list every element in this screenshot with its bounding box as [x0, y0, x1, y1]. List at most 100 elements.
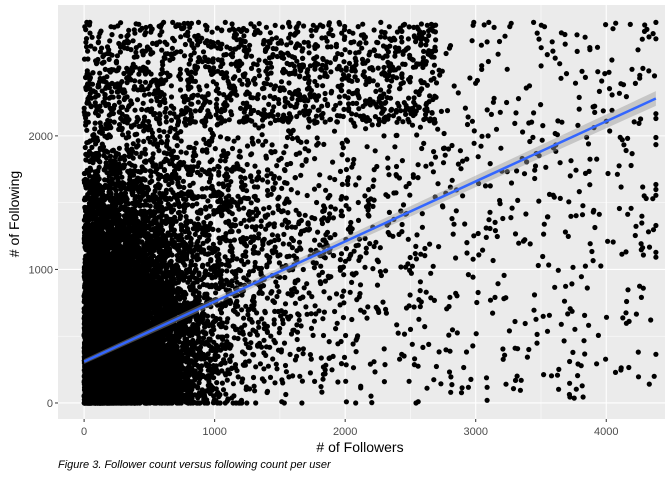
data-point — [371, 27, 377, 33]
data-point — [548, 373, 555, 379]
data-point — [296, 317, 302, 323]
data-point — [92, 126, 98, 132]
data-point — [308, 356, 314, 362]
data-point — [412, 356, 418, 362]
data-point — [549, 39, 555, 45]
data-point — [295, 87, 301, 93]
data-point — [411, 304, 417, 310]
data-point — [554, 372, 561, 378]
data-point — [424, 385, 430, 391]
data-point — [538, 45, 544, 51]
data-point — [320, 332, 327, 339]
data-point — [320, 371, 326, 377]
data-point — [419, 145, 425, 152]
data-point — [606, 86, 613, 92]
data-point — [470, 256, 476, 262]
data-point — [309, 294, 315, 300]
data-point — [164, 133, 171, 139]
data-point — [330, 32, 336, 39]
data-point — [582, 74, 589, 80]
data-point — [345, 181, 351, 187]
data-point — [81, 105, 87, 111]
data-point — [555, 267, 561, 273]
data-point — [639, 213, 645, 219]
data-point — [343, 399, 349, 405]
data-point — [422, 253, 428, 259]
data-point — [298, 172, 304, 178]
data-point — [582, 34, 588, 40]
data-point — [227, 238, 233, 244]
data-point — [340, 145, 346, 151]
data-point — [139, 150, 145, 156]
data-point — [267, 120, 274, 126]
data-point — [142, 79, 149, 85]
data-point — [550, 48, 556, 54]
data-point — [612, 369, 619, 375]
data-point — [398, 34, 404, 41]
data-point — [296, 20, 302, 26]
data-point — [568, 213, 574, 219]
data-point — [435, 181, 441, 187]
data-point — [252, 259, 258, 266]
data-point — [552, 55, 558, 61]
data-point — [369, 122, 375, 128]
data-point — [450, 231, 456, 237]
data-point — [378, 104, 384, 110]
data-point — [350, 341, 356, 347]
data-point — [337, 100, 343, 106]
data-point — [235, 311, 241, 317]
data-point — [238, 105, 244, 111]
data-point — [352, 55, 358, 62]
data-point — [294, 322, 300, 328]
data-point — [346, 256, 352, 262]
data-point — [187, 24, 193, 30]
data-point — [534, 340, 540, 346]
data-point — [422, 245, 428, 252]
data-point — [284, 219, 290, 226]
data-point — [213, 101, 219, 107]
data-point — [479, 66, 485, 72]
data-point — [650, 227, 657, 233]
data-point — [557, 195, 563, 201]
data-point — [276, 206, 282, 213]
data-point — [95, 39, 102, 45]
data-point — [400, 202, 407, 208]
data-point — [495, 281, 501, 287]
data-point — [114, 53, 120, 59]
data-point — [192, 108, 198, 114]
data-point — [632, 232, 638, 239]
data-point — [200, 262, 206, 268]
data-point — [438, 381, 444, 387]
data-point — [449, 216, 455, 222]
data-point — [212, 146, 218, 152]
data-point — [433, 363, 439, 370]
data-point — [353, 337, 359, 343]
data-point — [341, 354, 348, 360]
data-point — [327, 175, 333, 181]
data-point — [304, 139, 310, 145]
data-point — [292, 224, 298, 230]
data-point — [464, 250, 470, 256]
data-point — [181, 184, 187, 191]
data-point — [355, 199, 361, 206]
data-point — [653, 36, 659, 42]
data-point — [587, 182, 593, 188]
data-point — [431, 297, 437, 303]
data-point — [378, 34, 384, 40]
data-point — [264, 76, 270, 82]
data-point — [383, 268, 389, 274]
data-point — [625, 287, 631, 293]
data-point — [308, 27, 314, 33]
data-point — [563, 71, 570, 77]
data-point — [99, 88, 105, 94]
data-point — [145, 59, 151, 65]
data-point — [248, 65, 255, 71]
data-point — [257, 361, 263, 367]
data-point — [266, 101, 272, 107]
data-point — [261, 337, 267, 343]
data-point — [594, 361, 600, 367]
data-point — [142, 146, 148, 152]
data-point — [281, 150, 287, 156]
data-point — [207, 159, 213, 165]
data-point — [497, 109, 503, 115]
